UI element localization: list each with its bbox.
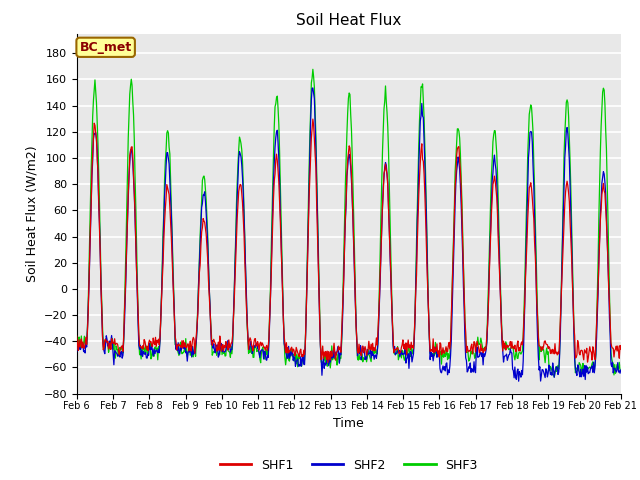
- SHF3: [194, 301, 202, 307]
- SHF3: [617, 368, 625, 374]
- SHF3: [73, 346, 81, 352]
- X-axis label: Time: Time: [333, 417, 364, 430]
- SHF1: [194, 310, 202, 316]
- SHF1: [223, 340, 230, 346]
- SHF3: [83, 342, 90, 348]
- SHF3: [416, 117, 424, 122]
- SHF1: [73, 333, 81, 339]
- SHF1: [417, 159, 424, 165]
- SHF3: [550, 374, 558, 380]
- SHF1: [83, 342, 90, 348]
- SHF3: [223, 339, 230, 345]
- SHF2: [309, 85, 317, 91]
- SHF1: [433, 348, 440, 354]
- SHF2: [73, 348, 81, 354]
- Line: SHF2: SHF2: [77, 88, 621, 381]
- SHF2: [139, 354, 147, 360]
- SHF1: [617, 346, 625, 352]
- Text: BC_met: BC_met: [79, 41, 132, 54]
- SHF2: [515, 378, 522, 384]
- SHF2: [83, 344, 90, 350]
- SHF2: [431, 349, 439, 355]
- SHF2: [617, 367, 625, 373]
- SHF2: [194, 306, 202, 312]
- Y-axis label: Soil Heat Flux (W/m2): Soil Heat Flux (W/m2): [25, 145, 38, 282]
- Legend: SHF1, SHF2, SHF3: SHF1, SHF2, SHF3: [214, 454, 483, 477]
- Line: SHF1: SHF1: [77, 119, 621, 362]
- Title: Soil Heat Flux: Soil Heat Flux: [296, 13, 401, 28]
- SHF3: [431, 339, 439, 345]
- SHF3: [309, 66, 317, 72]
- SHF1: [139, 343, 147, 348]
- SHF1: [324, 360, 332, 365]
- Line: SHF3: SHF3: [77, 69, 621, 377]
- SHF2: [223, 343, 230, 349]
- SHF1: [309, 116, 317, 122]
- SHF3: [139, 348, 147, 354]
- SHF2: [416, 141, 424, 146]
